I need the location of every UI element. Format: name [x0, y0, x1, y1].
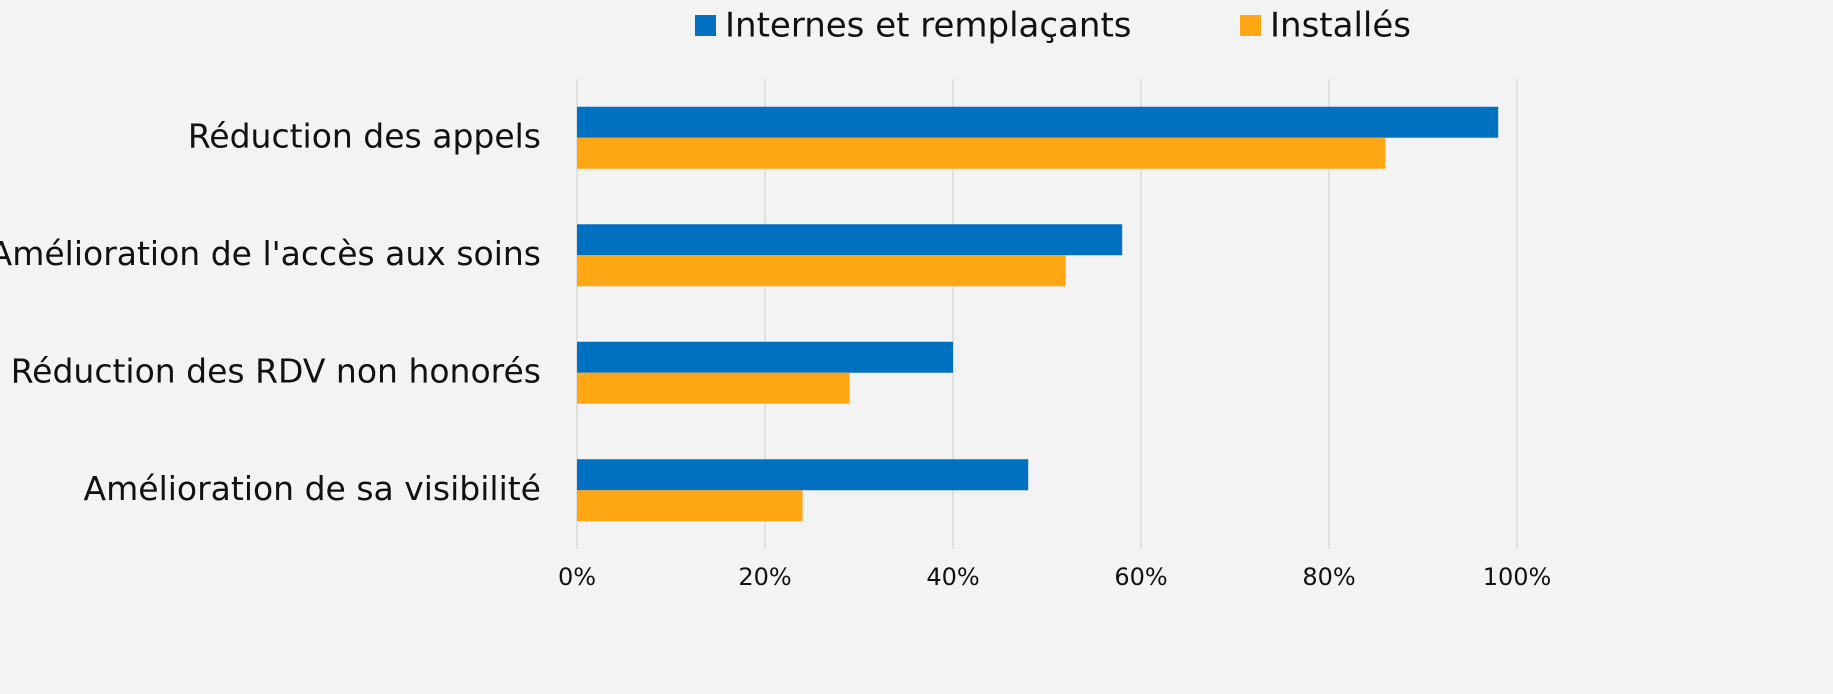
bar	[577, 137, 1386, 169]
y-tick-label: Réduction des appels	[188, 116, 541, 155]
x-tick-label: 20%	[738, 563, 791, 591]
y-tick-label: Amélioration de sa visibilité	[84, 469, 541, 508]
y-tick-label: Réduction des RDV non honorés	[11, 351, 541, 390]
y-tick-label: Amélioration de l'accès aux soins	[0, 234, 541, 273]
x-tick-label: 80%	[1302, 563, 1355, 591]
x-tick-label: 40%	[926, 563, 979, 591]
bar	[577, 255, 1066, 287]
x-tick-label: 100%	[1483, 563, 1552, 591]
legend-swatch	[1240, 15, 1261, 36]
legend-label: Internes et remplaçants	[725, 6, 1132, 46]
legend-label: Installés	[1270, 6, 1411, 46]
x-tick-label: 60%	[1114, 563, 1167, 591]
bar	[577, 106, 1499, 138]
bar	[577, 490, 803, 522]
bar	[577, 224, 1123, 256]
x-tick-label: 0%	[558, 563, 596, 591]
bar	[577, 341, 953, 373]
bar	[577, 459, 1029, 491]
legend-swatch	[695, 15, 716, 36]
bar	[577, 372, 850, 404]
